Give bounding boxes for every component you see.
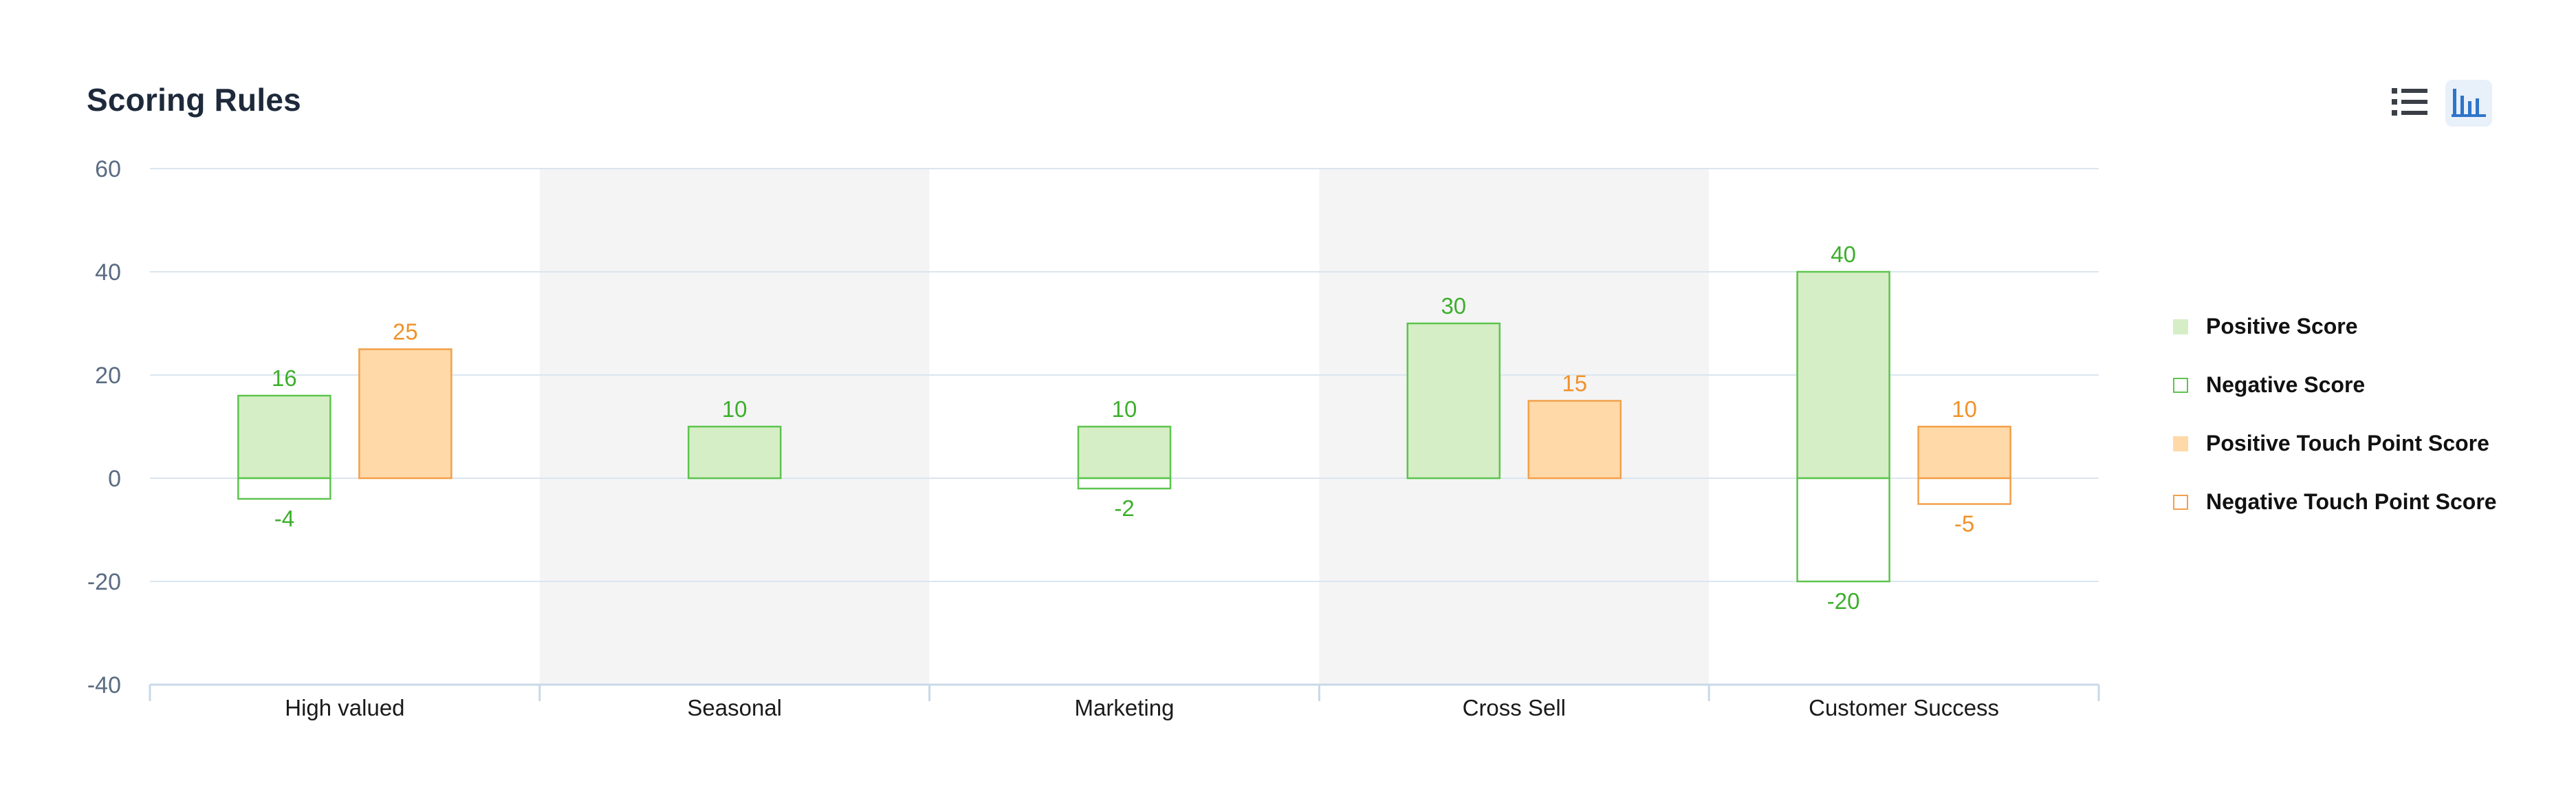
y-tick-label: 40 bbox=[95, 259, 121, 286]
y-tick-label: 60 bbox=[95, 156, 121, 182]
legend-label: Positive Score bbox=[2206, 314, 2358, 339]
data-label: 25 bbox=[393, 319, 418, 345]
legend-item-positive-touch-point-score[interactable]: Positive Touch Point Score bbox=[2173, 414, 2497, 473]
bar-negative-score bbox=[1796, 477, 1890, 583]
bar-negative-score bbox=[1077, 477, 1172, 490]
legend-swatch-positive-touch-point-score bbox=[2173, 436, 2188, 451]
x-tick-label: High valued bbox=[285, 695, 404, 720]
bar-positive-score bbox=[687, 425, 782, 480]
y-tick-label: 0 bbox=[108, 466, 121, 492]
data-label: 30 bbox=[1441, 293, 1466, 319]
legend-label: Negative Touch Point Score bbox=[2206, 489, 2497, 514]
legend-label: Positive Touch Point Score bbox=[2206, 431, 2489, 456]
x-tick-label: Customer Success bbox=[1809, 695, 1999, 720]
category-band bbox=[1319, 169, 1710, 685]
data-label: 16 bbox=[272, 365, 297, 391]
y-tick-label: -40 bbox=[87, 672, 121, 698]
legend-swatch-negative-touch-point-score bbox=[2173, 494, 2188, 510]
legend-swatch-negative-score bbox=[2173, 377, 2188, 393]
bar-positive-touch-point-score bbox=[358, 348, 452, 480]
list-icon bbox=[2392, 87, 2427, 120]
bar-negative-score bbox=[237, 477, 331, 500]
bar-positive-touch-point-score bbox=[1917, 425, 2011, 480]
bar-positive-score bbox=[237, 394, 331, 480]
y-tick-label: 20 bbox=[95, 363, 121, 389]
data-label: 10 bbox=[1112, 396, 1137, 422]
legend-item-positive-score[interactable]: Positive Score bbox=[2173, 297, 2497, 356]
data-label: -2 bbox=[1114, 495, 1134, 521]
data-label: 40 bbox=[1831, 242, 1856, 267]
data-label: -20 bbox=[1827, 588, 1860, 614]
bar-positive-score bbox=[1077, 425, 1172, 480]
data-label: 10 bbox=[1952, 396, 1977, 422]
data-label: 15 bbox=[1562, 371, 1587, 396]
chart-legend: Positive Score Negative Score Positive T… bbox=[2173, 297, 2497, 531]
y-tick-label: -20 bbox=[87, 569, 121, 595]
legend-item-negative-touch-point-score[interactable]: Negative Touch Point Score bbox=[2173, 473, 2497, 531]
chart-view-button[interactable] bbox=[2445, 80, 2492, 127]
legend-swatch-positive-score bbox=[2173, 319, 2188, 334]
data-label: 10 bbox=[722, 396, 747, 422]
x-tick-label: Marketing bbox=[1075, 695, 1175, 720]
data-label: -5 bbox=[1954, 511, 1974, 537]
x-tick-label: Seasonal bbox=[687, 695, 782, 720]
list-view-button[interactable] bbox=[2386, 80, 2433, 127]
bar-positive-touch-point-score bbox=[1527, 400, 1622, 480]
legend-label: Negative Score bbox=[2206, 372, 2366, 397]
x-tick-label: Cross Sell bbox=[1463, 695, 1566, 720]
data-label: -4 bbox=[274, 506, 294, 531]
bar-positive-score bbox=[1796, 270, 1890, 480]
bar-negative-touch-point-score bbox=[1917, 477, 2011, 505]
page-title: Scoring Rules bbox=[87, 82, 301, 118]
legend-item-negative-score[interactable]: Negative Score bbox=[2173, 356, 2497, 414]
bar-chart-icon bbox=[2452, 86, 2486, 121]
bar-positive-score bbox=[1406, 322, 1501, 480]
